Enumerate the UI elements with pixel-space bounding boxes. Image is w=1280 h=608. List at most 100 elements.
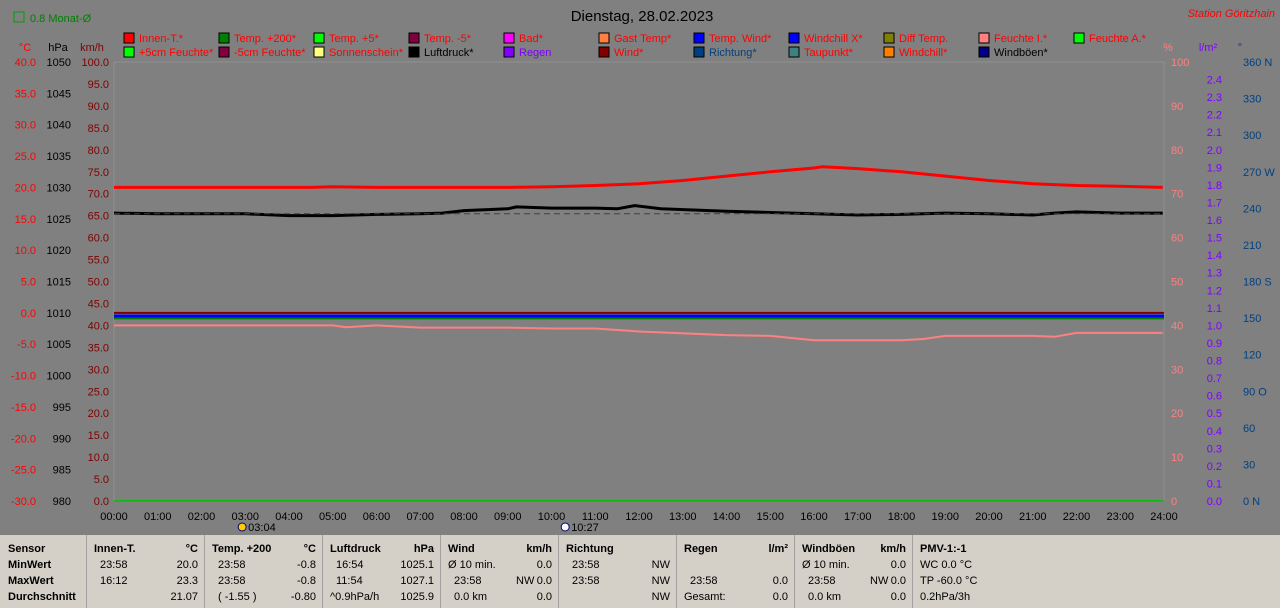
time-axis-tick: 04:00 [275, 511, 303, 523]
station-name: Station Göritzhain [1188, 8, 1275, 20]
rain-axis-tick: 0.5 [1207, 408, 1222, 420]
legend-item-feuchte-a: Feuchte A.* [1089, 33, 1147, 45]
luftdruck-max-value: 1027.1 [400, 575, 434, 587]
wind-avg-value: 0.0 [536, 591, 552, 603]
time-axis-tick: 08:00 [450, 511, 478, 523]
kmh-axis-tick: 15.0 [88, 430, 109, 442]
legend-swatch-5cm-feuchte [218, 46, 230, 58]
legend-item-windb-en: Windböen* [994, 47, 1049, 59]
rain-axis-tick: 1.1 [1207, 303, 1222, 315]
legend-item-taupunkt: Taupunkt* [804, 47, 854, 59]
celsius-axis-tick: 35.0 [15, 88, 36, 100]
celsius-axis-tick: -15.0 [11, 402, 36, 414]
celsius-axis-tick: -30.0 [11, 496, 36, 508]
pct-axis-tick: 30 [1171, 364, 1183, 376]
rain-axis-tick: 1.3 [1207, 268, 1222, 280]
deg-axis-tick: 60 [1243, 423, 1255, 435]
rain-axis-tick: 2.2 [1207, 110, 1222, 122]
temp200-min-value: -0.8 [297, 559, 316, 571]
rain-axis-tick: 1.4 [1207, 250, 1222, 262]
richtung-avg-value: NW [651, 591, 670, 603]
regen-total-label: Gesamt: [684, 591, 726, 603]
legend-swatch-regen [503, 46, 515, 58]
legend-item-5cm-feuchte: -5cm Feuchte* [234, 47, 306, 59]
kmh-axis-tick: 75.0 [88, 167, 109, 179]
windboeen-min-label: Ø 10 min. [802, 559, 850, 571]
temp200-max-time: 23:58 [218, 575, 246, 587]
windboeen-max-direction: NW [870, 575, 889, 587]
kmh-axis-tick: 30.0 [88, 364, 109, 376]
statistics-panel: Sensor MinWert MaxWert Durchschnitt Inne… [0, 535, 1280, 608]
rain-axis-tick: 0.4 [1207, 426, 1222, 438]
legend: Innen-T.* Temp. +200* Temp. +5* Temp. -5* Ba… [123, 32, 1147, 59]
legend-item-temp-5: Temp. +5* [329, 33, 380, 45]
richtung-max-value: NW [651, 575, 670, 587]
celsius-axis-tick: 5.0 [21, 277, 36, 289]
regen-title: Regen [684, 543, 718, 555]
legend-swatch-temp-wind [693, 32, 705, 44]
legend-swatch-windb-en [978, 46, 990, 58]
kmh-axis-tick: 100.0 [81, 57, 109, 69]
temp200-unit: °C [303, 543, 316, 555]
rain-axis-tick: 0.0 [1207, 496, 1222, 508]
hpa-axis-tick: 1050 [47, 57, 71, 69]
celsius-axis-tick: 40.0 [15, 57, 36, 69]
celsius-axis-tick: 30.0 [15, 120, 36, 132]
time-axis-tick: 21:00 [1019, 511, 1047, 523]
maxwert-label: MaxWert [8, 575, 54, 587]
pct-axis-tick: 70 [1171, 189, 1183, 201]
richtung-max-time: 23:58 [572, 575, 600, 587]
rain-axis-tick: 0.1 [1207, 478, 1222, 490]
temp200-avg-value: -0.80 [290, 591, 316, 603]
legend-item-gast-temp: Gast Temp* [614, 33, 672, 45]
rain-axis-tick: 2.1 [1207, 127, 1222, 139]
legend-swatch-gast-temp [598, 32, 610, 44]
time-axis-tick: 24:00 [1150, 511, 1178, 523]
time-axis-tick: 12:00 [625, 511, 653, 523]
richtung-title: Richtung [566, 543, 614, 555]
luftdruck-trend: ^0.9hPa/h [330, 591, 380, 603]
legend-swatch-sonnenschein [313, 46, 325, 58]
deg-unit-label: ° [1238, 42, 1242, 54]
celsius-axis-tick: 0.0 [21, 308, 36, 320]
kmh-axis-tick: 70.0 [88, 189, 109, 201]
windboeen-avg-value: 0.0 [890, 591, 906, 603]
deg-axis-tick: 180 S [1243, 277, 1272, 289]
rain-axis-tick: 1.6 [1207, 215, 1222, 227]
wind-title: Wind [448, 543, 475, 555]
hpa-axis-tick: 1030 [47, 182, 71, 194]
innen-max-value: 23.3 [176, 575, 198, 587]
rain-axis-tick: 0.9 [1207, 338, 1222, 350]
moon-icon [560, 522, 570, 532]
legend-swatch-5cm-feuchte [123, 46, 135, 58]
temp200-title: Temp. +200 [212, 543, 272, 555]
pct-axis-tick: 10 [1171, 452, 1183, 464]
kmh-axis-tick: 65.0 [88, 211, 109, 223]
celsius-axis-tick: 10.0 [15, 245, 36, 257]
hpa-axis-tick: 1035 [47, 151, 71, 163]
deg-axis-tick: 90 O [1243, 386, 1267, 398]
rain-axis-tick: 1.7 [1207, 197, 1222, 209]
time-axis-tick: 22:00 [1063, 511, 1091, 523]
pct-axis-tick: 90 [1171, 101, 1183, 113]
series-line-luftdruck [113, 204, 1163, 218]
regen-unit: l/m² [768, 543, 788, 555]
pmv-windchill: WC 0.0 °C [920, 559, 973, 571]
stats-regen-column: Regen l/m² 23:58 0.0 Gesamt: 0.0 [676, 535, 795, 608]
legend-swatch-temp-5 [313, 32, 325, 44]
luftdruck-min-value: 1025.1 [400, 559, 434, 571]
rain-axis-tick: 2.4 [1207, 75, 1222, 87]
moon-icon [237, 522, 247, 532]
deg-axis-tick: 0 N [1243, 496, 1260, 508]
moon-time-label: 10:27 [571, 522, 599, 534]
rain-axis-tick: 0.8 [1207, 356, 1222, 368]
time-axis-tick: 00:00 [100, 511, 128, 523]
time-axis-tick: 19:00 [931, 511, 959, 523]
luftdruck-avg-value: 1025.9 [400, 591, 434, 603]
time-axis-tick: 23:00 [1106, 511, 1134, 523]
time-axis-tick: 01:00 [144, 511, 172, 523]
kmh-axis-tick: 35.0 [88, 342, 109, 354]
kmh-axis-tick: 60.0 [88, 233, 109, 245]
pct-axis-tick: 50 [1171, 277, 1183, 289]
month-avg-box [13, 11, 25, 23]
